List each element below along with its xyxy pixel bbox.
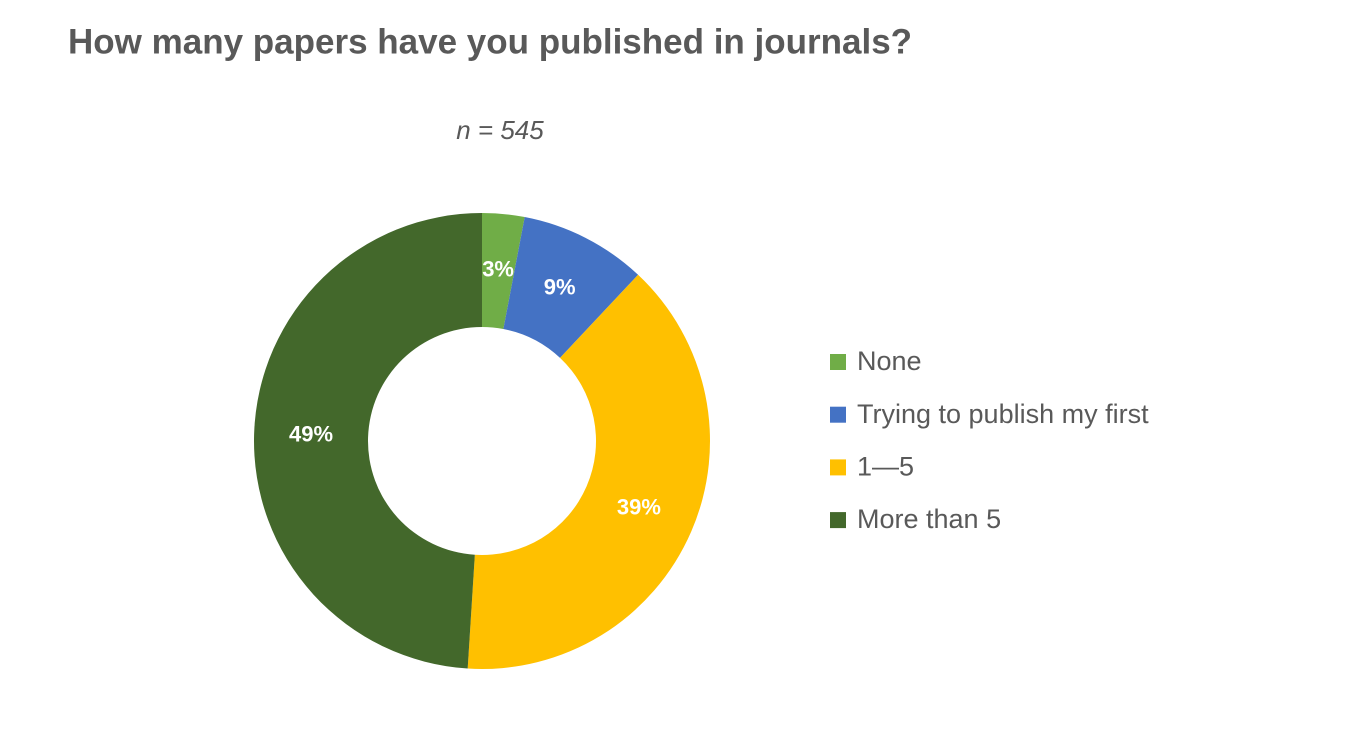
donut-segment xyxy=(503,217,639,358)
legend-label: More than 5 xyxy=(857,504,1001,534)
legend-label: None xyxy=(857,346,922,376)
legend-swatch xyxy=(830,354,846,370)
legend-swatch xyxy=(830,406,846,423)
chart-title: How many papers have you published in jo… xyxy=(68,22,912,61)
legend-swatch xyxy=(830,512,846,529)
data-label: 39% xyxy=(617,495,661,520)
donut-segment xyxy=(482,213,525,330)
legend-label: 1—5 xyxy=(857,452,914,482)
data-label: 3% xyxy=(482,257,514,282)
legend-swatch xyxy=(830,459,846,476)
data-label: 9% xyxy=(544,274,576,299)
donut-segment xyxy=(467,274,710,669)
data-label: 49% xyxy=(289,421,333,446)
chart-subtitle: n = 545 xyxy=(456,115,544,145)
donut-segment xyxy=(253,213,482,669)
legend-label: Trying to publish my first xyxy=(857,399,1149,429)
